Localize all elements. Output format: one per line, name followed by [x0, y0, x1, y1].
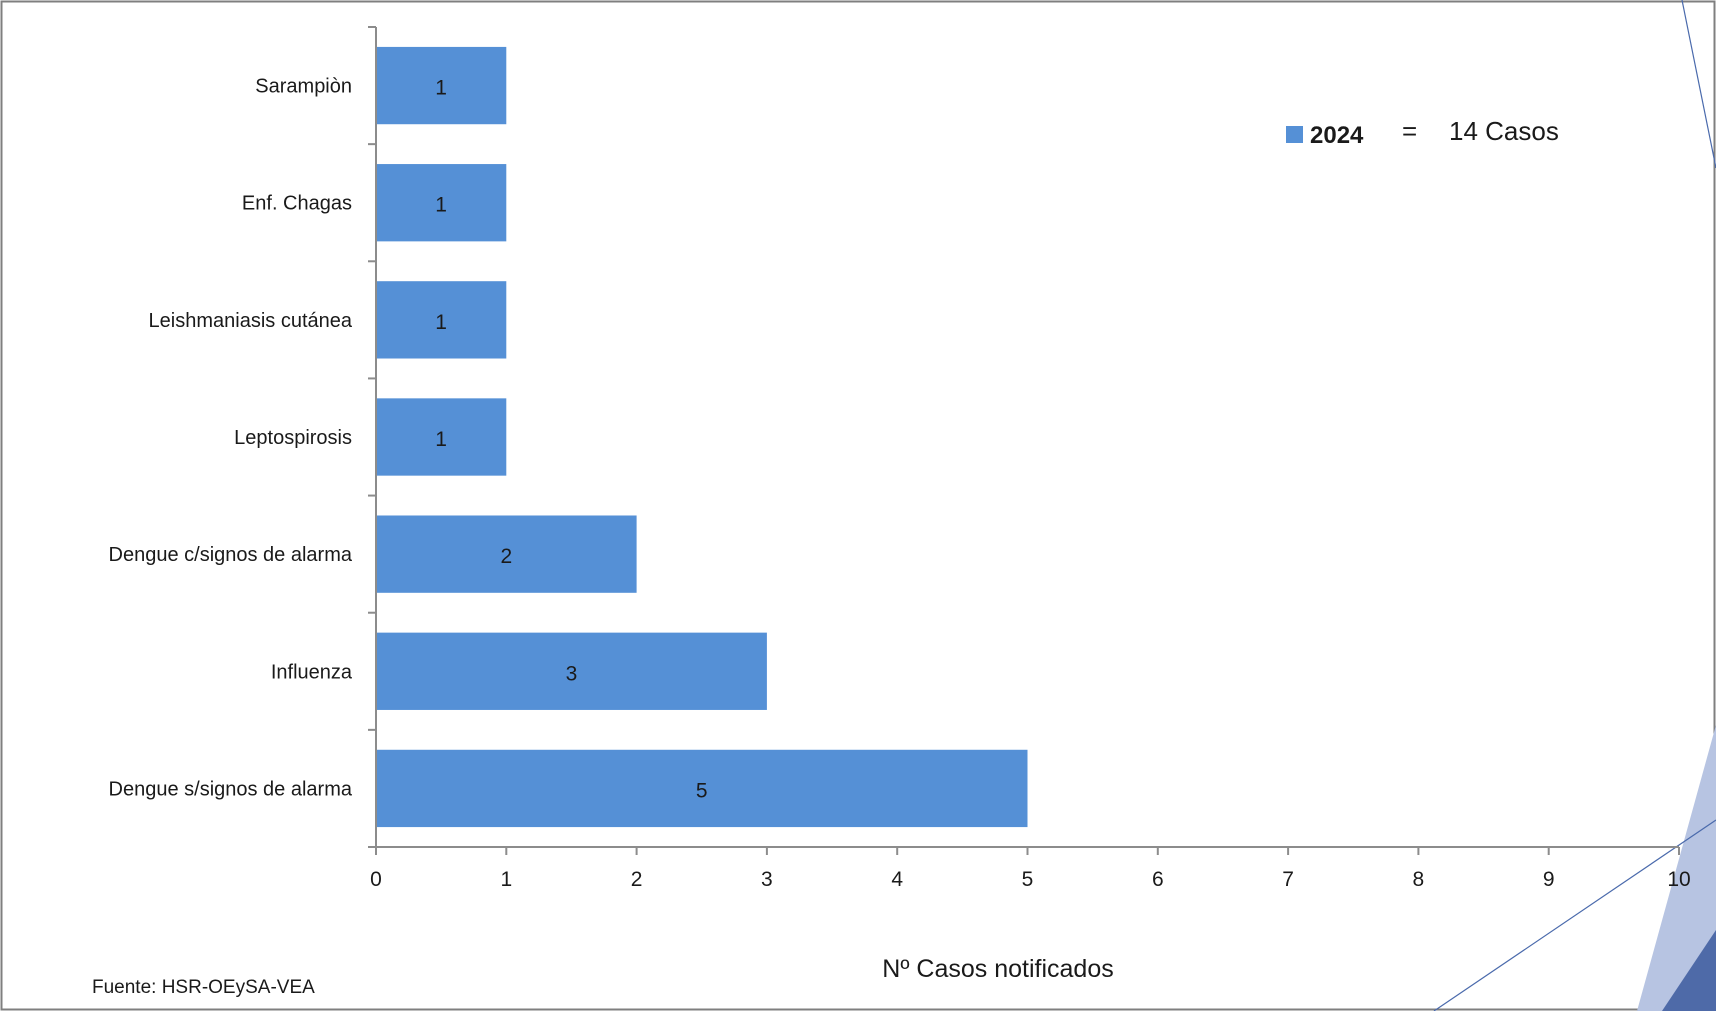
data-label: 1	[435, 428, 447, 451]
decor-line-bottom	[1433, 819, 1716, 1011]
data-label: 3	[566, 662, 578, 685]
legend-series-name: 2024	[1310, 122, 1364, 149]
data-label: 2	[500, 545, 512, 568]
data-label: 1	[435, 311, 447, 334]
category-label: Dengue c/signos de alarma	[109, 544, 353, 566]
source-note: Fuente: HSR-OEySA-VEA	[92, 977, 315, 998]
x-tick-label: 9	[1543, 868, 1555, 891]
category-label: Sarampiòn	[255, 76, 352, 98]
data-label: 1	[435, 77, 447, 100]
x-axis-title: Nº Casos notificados	[882, 955, 1113, 983]
decor-light-triangle	[1637, 725, 1716, 1011]
x-tick-label: 1	[500, 868, 512, 891]
bar	[376, 749, 1028, 828]
bars-group: Sarampiòn 1 Enf. Chagas 1 Leishmaniasis cutá…	[109, 46, 1028, 828]
category-label: Dengue s/signos de alarma	[109, 778, 353, 800]
decor-line-top	[1681, 0, 1716, 169]
bar	[376, 164, 507, 242]
x-tick-label: 7	[1282, 868, 1294, 891]
bar	[376, 515, 637, 593]
data-label: 1	[435, 194, 447, 217]
category-label: Leptospirosis	[234, 427, 352, 449]
x-tick-label: 5	[1022, 868, 1034, 891]
x-tick-label: 4	[891, 868, 903, 891]
category-label: Leishmaniasis cutánea	[149, 310, 353, 332]
axes-group: 0 1 2 3 4 5 6 7 8 9 10	[368, 26, 1691, 891]
data-label: 5	[696, 779, 708, 802]
legend: 2024 = 14 Casos	[1286, 116, 1559, 149]
legend-total: 14 Casos	[1449, 116, 1559, 146]
bar	[376, 281, 507, 359]
legend-equals: =	[1402, 116, 1417, 146]
x-tick-label: 6	[1152, 868, 1164, 891]
x-tick-label: 2	[631, 868, 643, 891]
x-tick-label: 3	[761, 868, 773, 891]
x-tick-label: 0	[370, 868, 382, 891]
x-tick-label: 8	[1413, 868, 1425, 891]
bar	[376, 632, 767, 710]
bar	[376, 46, 507, 125]
legend-swatch	[1286, 126, 1303, 143]
bar	[376, 398, 507, 476]
category-label: Enf. Chagas	[242, 193, 352, 215]
decor-dark-triangle	[1662, 930, 1716, 1011]
x-tick-label: 10	[1667, 868, 1690, 891]
category-label: Influenza	[271, 661, 353, 683]
